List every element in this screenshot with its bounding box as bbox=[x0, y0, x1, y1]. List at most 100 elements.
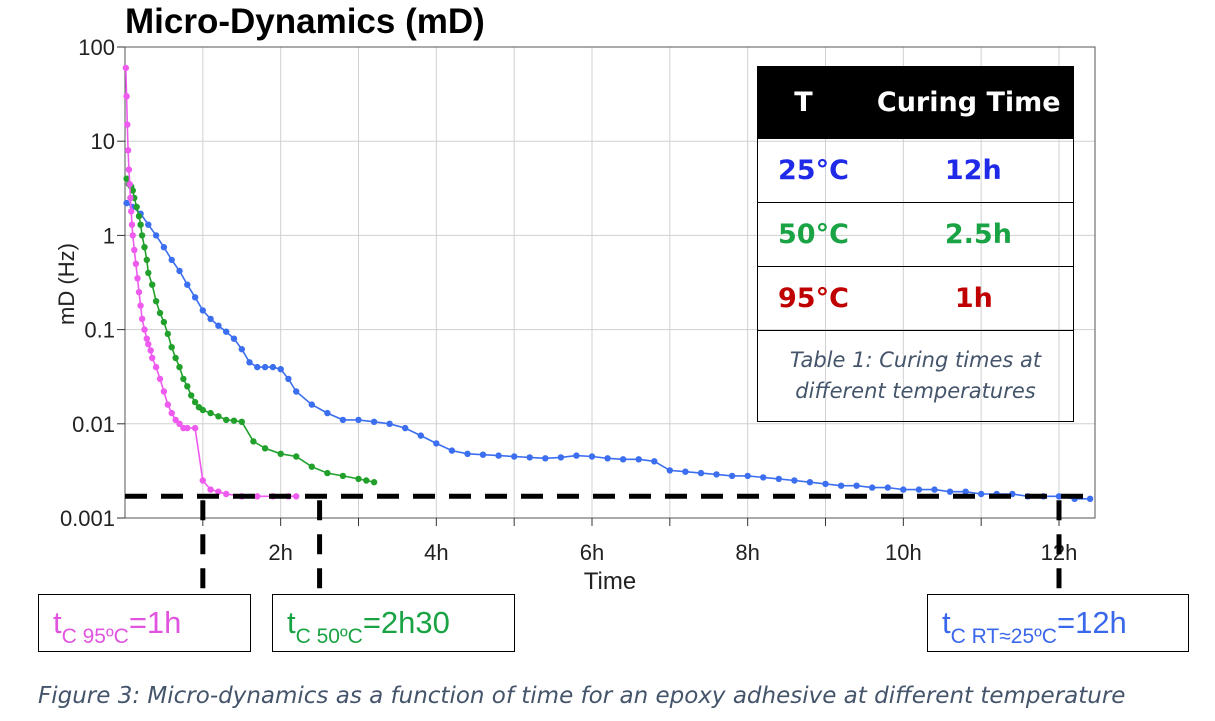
y-tick-label: 1 bbox=[103, 223, 115, 248]
data-point-50C bbox=[184, 383, 191, 390]
data-point-95C bbox=[124, 147, 132, 154]
data-point-25C bbox=[946, 488, 954, 495]
data-point-50C bbox=[172, 354, 179, 362]
data-point-95C bbox=[207, 486, 214, 493]
data-point-25C bbox=[160, 244, 168, 251]
data-point-25C bbox=[775, 475, 782, 483]
data-point-50C bbox=[176, 363, 183, 371]
data-point-25C bbox=[254, 363, 261, 371]
data-point-50C bbox=[191, 398, 199, 406]
data-point-25C bbox=[511, 453, 518, 460]
data-point-95C bbox=[199, 477, 206, 484]
plot-frame bbox=[124, 46, 1096, 519]
data-point-95C bbox=[143, 335, 150, 342]
data-point-25C bbox=[152, 232, 160, 239]
tc-50-label: tC 50ºC=2h30 bbox=[272, 594, 515, 652]
data-point-25C bbox=[238, 346, 245, 353]
data-point-95C bbox=[141, 326, 148, 333]
data-point-95C bbox=[128, 221, 136, 228]
series-25C bbox=[123, 199, 1094, 502]
y-axis-label: mD (Hz) bbox=[54, 243, 79, 325]
table-caption: Table 1: Curing times at different tempe… bbox=[757, 330, 1074, 422]
data-point-50C bbox=[143, 256, 150, 264]
data-point-50C bbox=[168, 344, 175, 351]
table-caption-line1: Table 1: Curing times at bbox=[789, 348, 1042, 372]
data-point-25C bbox=[806, 479, 814, 486]
data-point-25C bbox=[308, 401, 315, 408]
data-point-25C bbox=[324, 409, 331, 417]
data-point-95C bbox=[134, 275, 141, 282]
data-point-50C bbox=[261, 445, 269, 452]
data-point-95C bbox=[149, 354, 156, 362]
data-point-25C bbox=[479, 451, 487, 458]
row-curing-value: 2.5h bbox=[849, 202, 1074, 267]
data-point-25C bbox=[791, 477, 798, 484]
data-point-25C bbox=[526, 454, 533, 461]
data-point-25C bbox=[145, 221, 152, 228]
data-point-95C bbox=[293, 493, 300, 500]
data-point-25C bbox=[744, 472, 751, 480]
table-header-row: T Curing Time bbox=[757, 66, 1074, 139]
data-point-95C bbox=[126, 180, 133, 188]
row-curing-value: 1h bbox=[849, 266, 1074, 331]
data-point-95C bbox=[138, 315, 146, 323]
data-point-95C bbox=[122, 64, 129, 72]
data-point-50C bbox=[138, 232, 146, 239]
curing-times-table: T Curing Time 25°C 12h 50°C 2.5h 95°C 1h… bbox=[757, 66, 1074, 422]
data-point-95C bbox=[191, 424, 199, 432]
data-point-25C bbox=[1055, 493, 1063, 500]
data-point-25C bbox=[123, 199, 130, 207]
data-point-25C bbox=[184, 281, 191, 288]
data-point-25C bbox=[588, 453, 596, 460]
tc-rt-sub: C RT≈25ºC bbox=[950, 625, 1057, 648]
data-point-50C bbox=[308, 463, 315, 470]
tc-50-sub: C 50ºC bbox=[295, 625, 363, 648]
data-point-25C bbox=[728, 472, 736, 480]
data-point-50C bbox=[293, 453, 300, 460]
data-point-25C bbox=[269, 363, 277, 371]
table-row: 25°C 12h bbox=[757, 138, 1074, 203]
data-point-25C bbox=[448, 447, 456, 454]
data-point-50C bbox=[199, 406, 206, 414]
threshold-lines bbox=[125, 493, 1095, 594]
data-point-95C bbox=[128, 208, 135, 215]
tc-50-value: =2h30 bbox=[362, 605, 450, 640]
data-point-50C bbox=[277, 450, 284, 457]
x-axis-label: Time bbox=[584, 568, 636, 595]
data-point-95C bbox=[137, 302, 144, 309]
y-tick-label: 100 bbox=[78, 35, 115, 60]
table-row: 95°C 1h bbox=[757, 266, 1074, 331]
axes: 0.001 0.01 0.1 1 10 100 2h 4h 6h 8h 10h 12h bbox=[60, 35, 1077, 565]
data-point-25C bbox=[962, 488, 969, 495]
y-tick-label: 0.01 bbox=[72, 412, 115, 437]
table-caption-line2: different temperatures bbox=[795, 379, 1036, 403]
tc-rt-t: t bbox=[942, 605, 951, 640]
header-temperature: T bbox=[794, 87, 813, 118]
x-tick-label: 10h bbox=[885, 540, 922, 565]
data-point-25C bbox=[978, 490, 985, 498]
data-point-95C bbox=[184, 424, 191, 432]
data-point-50C bbox=[123, 175, 130, 182]
data-point-50C bbox=[156, 309, 164, 317]
data-point-25C bbox=[433, 440, 440, 447]
y-tick-label: 0.1 bbox=[84, 318, 115, 343]
data-point-25C bbox=[246, 359, 253, 366]
data-point-95C bbox=[145, 341, 152, 348]
y-tick-label: 0.001 bbox=[60, 506, 115, 531]
data-point-25C bbox=[277, 366, 284, 373]
data-point-50C bbox=[129, 187, 136, 194]
data-point-50C bbox=[137, 221, 144, 228]
data-point-25C bbox=[884, 484, 891, 491]
data-point-95C bbox=[156, 375, 164, 383]
data-point-50C bbox=[180, 375, 187, 383]
data-point-25C bbox=[619, 456, 627, 463]
data-point-25C bbox=[697, 469, 705, 477]
data-point-50C bbox=[160, 318, 168, 326]
data-point-50C bbox=[149, 281, 156, 288]
data-point-95C bbox=[168, 409, 175, 417]
row-temperature: 25°C bbox=[757, 138, 850, 203]
data-point-25C bbox=[261, 363, 269, 371]
tc-rt-value: =12h bbox=[1056, 605, 1127, 640]
tc-95-value: =1h bbox=[128, 605, 182, 640]
data-point-25C bbox=[339, 416, 347, 424]
